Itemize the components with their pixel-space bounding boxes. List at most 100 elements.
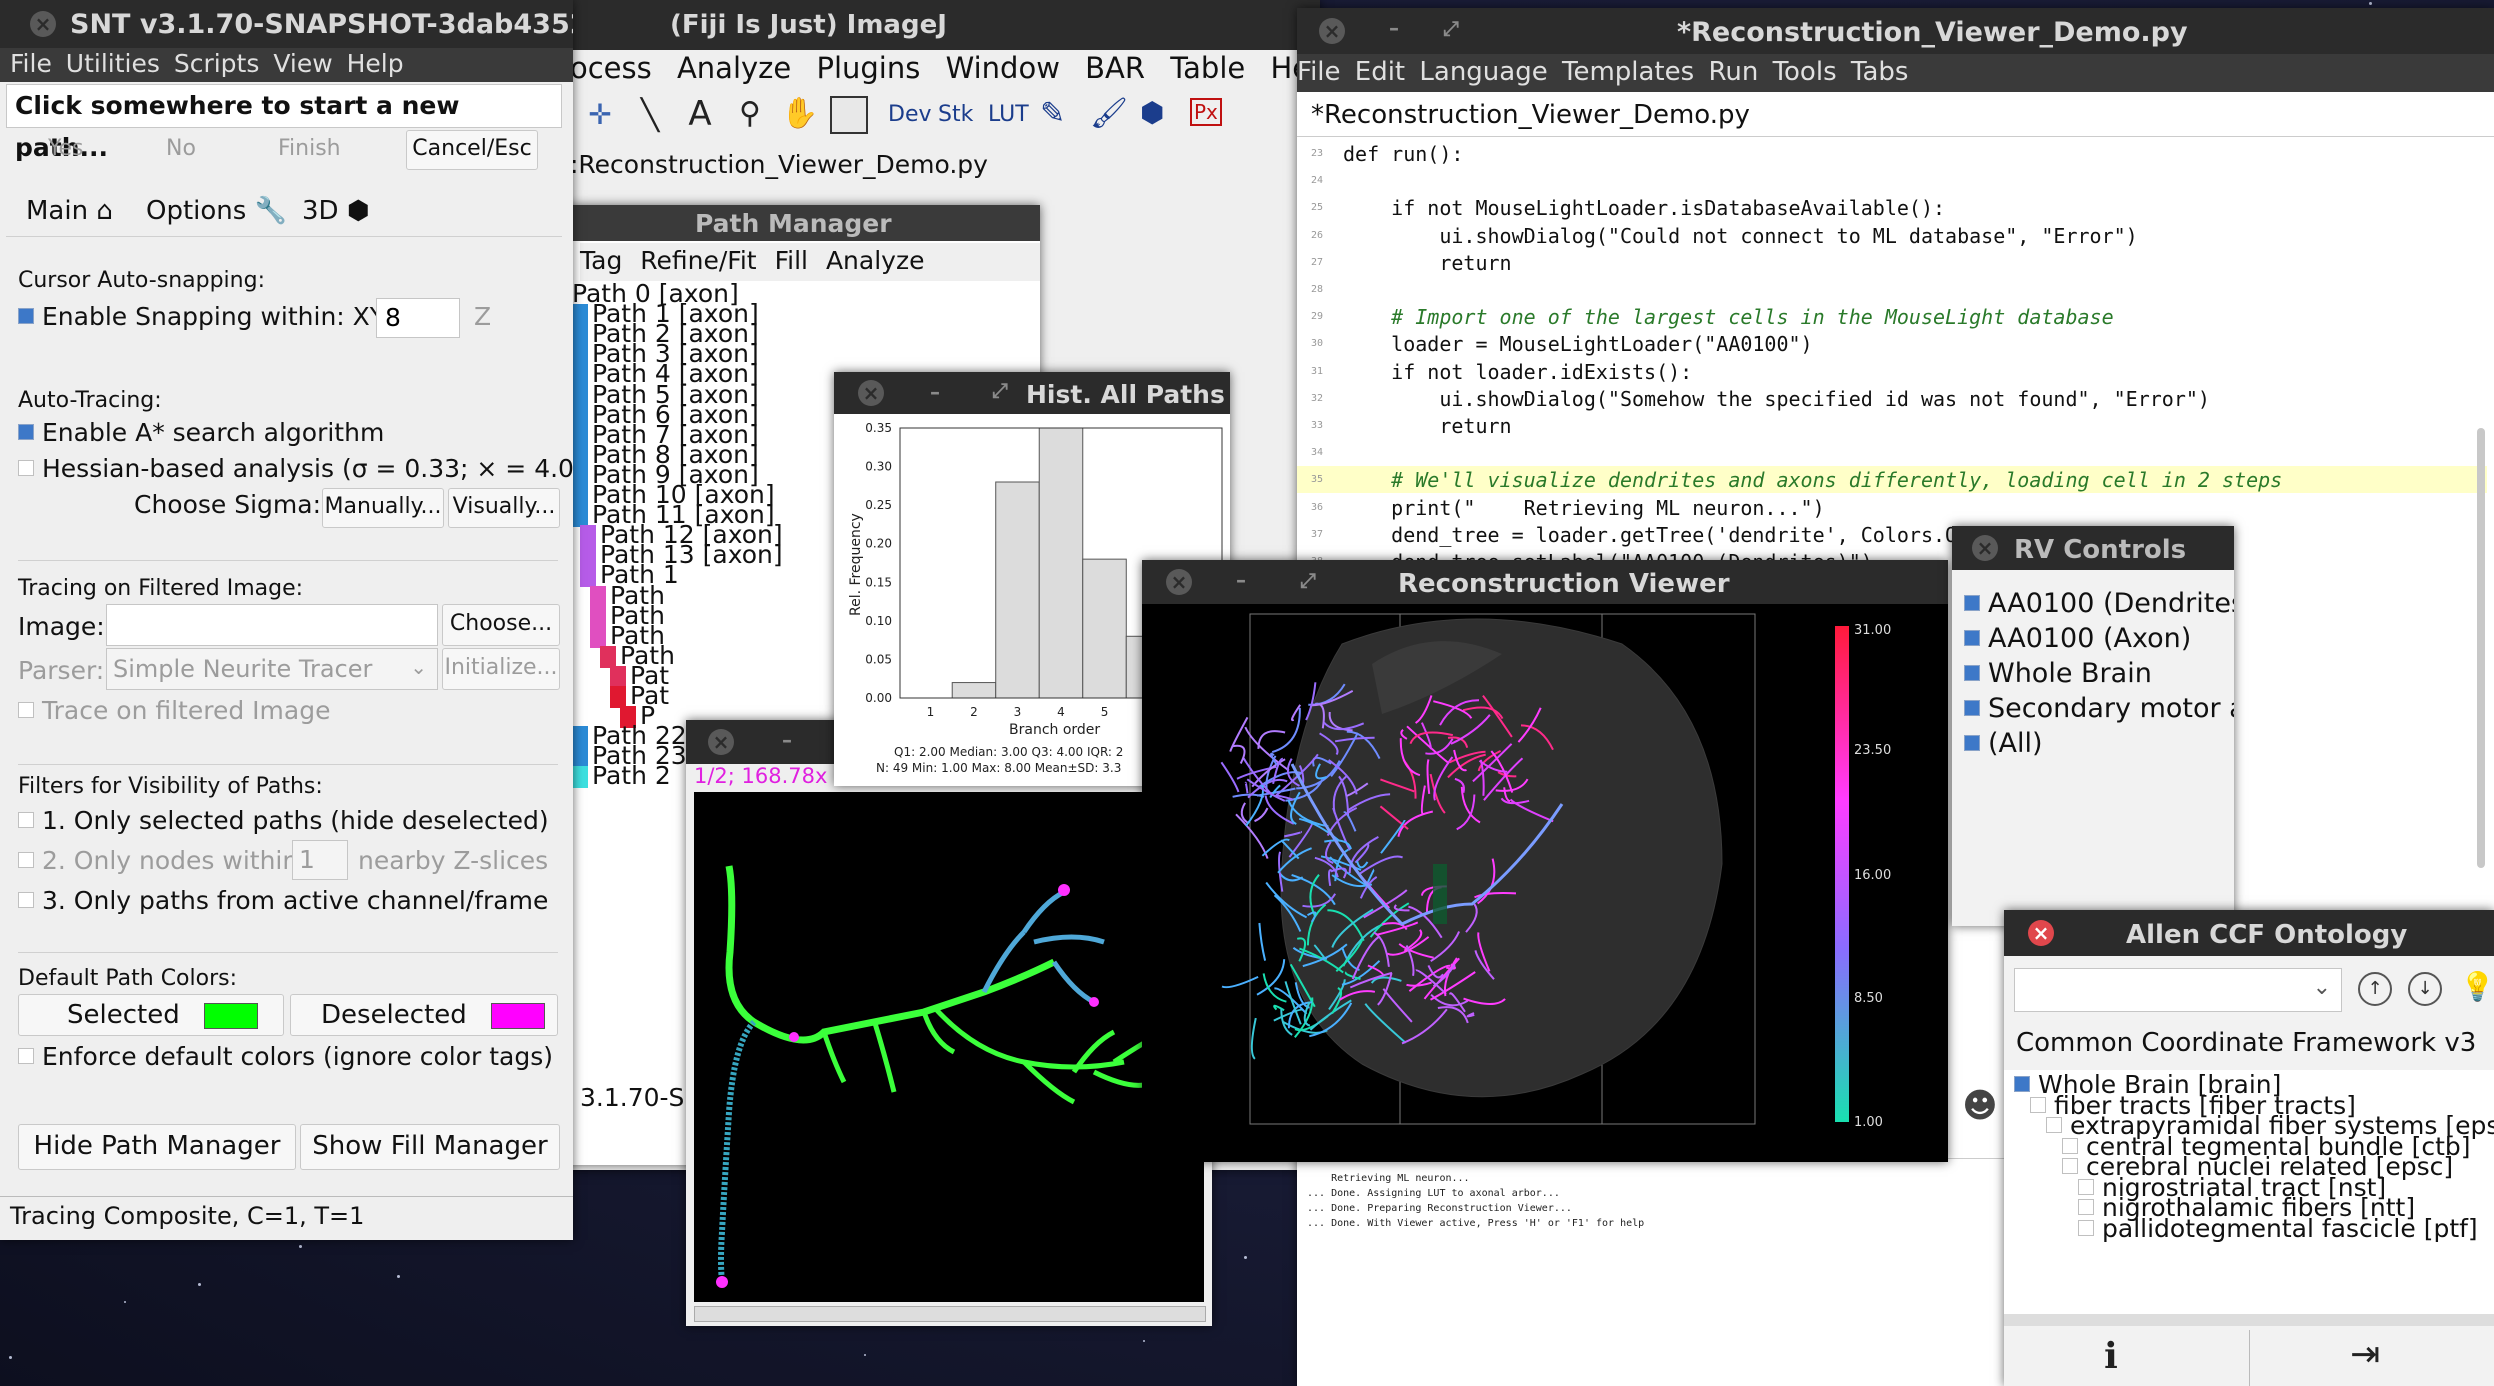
pixel-tool-icon[interactable]: Px [1190,98,1222,126]
path-tree-row[interactable]: Path 0 [axon] [572,279,739,308]
snt-menu-view[interactable]: View [273,49,333,78]
path-tree-row[interactable]: Path 9 [axon] [572,460,759,489]
fiji-menu-table[interactable]: Table [1170,51,1246,85]
visually-button[interactable]: Visually... [448,488,560,528]
tab-main[interactable]: Main ⌂ [26,196,113,226]
pm-menu-tag[interactable]: Tag [580,246,623,275]
fiji-menu-analyze[interactable]: Analyze [676,51,792,85]
path-tree-row[interactable]: Path 5 [axon] [572,380,759,409]
deselected-color-button[interactable]: Deselected [290,994,558,1036]
enforce-colors-checkbox[interactable]: Enforce default colors (ignore color tag… [18,1042,553,1071]
editor-menu-templates[interactable]: Templates [1561,57,1695,87]
image-close-icon[interactable]: × [708,729,734,755]
path-tree-row[interactable]: Path 22 [572,721,687,750]
initialize-button[interactable]: Initialize... [442,648,560,690]
zoom-tool-icon[interactable]: ⚲ [739,96,761,131]
path-tree-row[interactable]: Path 8 [axon] [572,440,759,469]
pm-menu-refine[interactable]: Refine/Fit [640,246,757,275]
show-fill-manager-button[interactable]: Show Fill Manager [300,1124,560,1170]
filter-channel-checkbox[interactable]: 3. Only paths from active channel/frame [18,886,548,915]
path-tree-row[interactable]: Path 4 [axon] [572,359,759,388]
cancel-esc-button[interactable]: Cancel/Esc [406,130,538,170]
snapping-checkbox[interactable]: Enable Snapping within: XY [18,302,385,331]
path-tree-row[interactable]: Pat [610,661,669,690]
dev-tool-button[interactable]: Dev [888,102,932,127]
yes-button[interactable]: Yes [48,136,84,161]
path-tree-row[interactable]: Path [590,581,665,610]
path-tree-row[interactable]: Path [590,621,665,650]
text-tool-icon[interactable]: A [688,94,712,134]
parser-dropdown[interactable]: Simple Neurite Tracer ⌄ [106,648,438,690]
lut-tool-button[interactable]: LUT [988,102,1029,127]
editor-menu-edit[interactable]: Edit [1354,57,1406,87]
brush-tool-icon[interactable]: 🖌 [1090,96,1129,131]
ontology-tree-row[interactable]: nigrothalamic fibers [ntt] [2078,1193,2415,1222]
editor-tab[interactable]: *Reconstruction_Viewer_Demo.py [1303,94,1758,138]
filter-nodes-checkbox[interactable]: 2. Only nodes within [18,846,298,875]
image-canvas[interactable] [694,792,1204,1302]
fiji-menu-process[interactable]: ocess [570,51,652,85]
editor-minimize-icon[interactable]: – [1389,16,1399,40]
allen-close-icon[interactable]: × [2028,920,2054,946]
arrow-up-icon[interactable]: ↑ [2358,972,2392,1006]
pencil-tool-icon[interactable]: ✎ [1040,96,1066,131]
fill-tool-icon[interactable]: ⬢ [1140,96,1165,129]
allen-search-combo[interactable]: ⌄ [2014,968,2342,1012]
path-tree-row[interactable]: Path 2 [axon] [572,319,759,348]
selected-color-button[interactable]: Selected [18,994,284,1036]
stk-tool-button[interactable]: Stk [938,102,974,127]
snt-menu-help[interactable]: Help [346,49,404,78]
path-tree-row[interactable]: Path [600,641,675,670]
editor-scrollbar[interactable] [2477,428,2485,868]
path-tree[interactable]: Path 0 [axon] Path 1 [axon] Path 2 [axon] P… [572,279,1022,1079]
hand-tool-icon[interactable]: ✋ [781,96,819,131]
rv-control-item[interactable]: Whole Brain [1964,658,2152,689]
rv-control-item[interactable]: AA0100 (Dendrites) [1964,588,2234,619]
multipoint-tool-icon[interactable]: ✛ [588,98,612,131]
allen-hscrollbar[interactable] [2004,1314,2494,1326]
fiji-menu-bar[interactable]: BAR [1085,51,1146,85]
editor-close-icon[interactable]: × [1319,18,1345,44]
filter-selected-checkbox[interactable]: 1. Only selected paths (hide deselected) [18,806,549,835]
snt-close-icon[interactable]: × [30,11,56,37]
code-area[interactable]: 23 def run(): 24 25 if not MouseLightLoader… [1297,140,2487,570]
rv-canvas[interactable]: 31.00 23.50 16.00 8.50 1.00 [1142,604,1948,1162]
lightbulb-icon[interactable]: 💡 [2460,970,2494,1003]
ontology-tree-row[interactable]: cerebral nuclei related [epsc] [2062,1152,2453,1181]
rv-controls-close-icon[interactable]: × [1972,535,1998,561]
manually-button[interactable]: Manually... [322,488,444,528]
info-icon[interactable]: ℹ [2104,1336,2118,1377]
tab-3d[interactable]: 3D ⬢ [302,196,370,226]
editor-menu-language[interactable]: Language [1419,57,1548,87]
choose-button[interactable]: Choose... [442,604,560,646]
rv-close-icon[interactable]: × [1166,569,1192,595]
line-tool-icon[interactable]: ╲ [640,98,660,133]
path-tree-row[interactable]: Path 11 [axon] [572,500,775,529]
rectangle-tool-icon[interactable] [830,96,868,134]
ontology-tree-row[interactable]: nigrostriatal tract [nst] [2078,1173,2386,1202]
rv-control-item[interactable]: AA0100 (Axon) [1964,623,2191,654]
tab-options[interactable]: Options 🔧 [146,196,287,226]
path-tree-row[interactable]: Path [590,601,665,630]
path-tree-row[interactable]: Path 6 [axon] [572,400,759,429]
pm-menu-analyze[interactable]: Analyze [825,246,925,275]
ontology-tree-row[interactable]: Whole Brain [brain] [2014,1070,2281,1099]
astar-checkbox[interactable]: Enable A* search algorithm [18,418,384,447]
path-tree-row[interactable]: Path 7 [axon] [572,420,759,449]
pm-menu-fill[interactable]: Fill [774,246,808,275]
path-tree-row[interactable]: Path 12 [axon] [580,520,783,549]
rv-minimize-icon[interactable]: – [1236,568,1246,592]
path-tree-row[interactable]: Path 1 [axon] [572,299,759,328]
arrow-down-icon[interactable]: ↓ [2408,972,2442,1006]
snt-menu-file[interactable]: File [10,49,52,78]
hist-minimize-icon[interactable]: – [930,380,940,404]
snt-menu-scripts[interactable]: Scripts [173,49,260,78]
editor-menu-tools[interactable]: Tools [1772,57,1837,87]
hide-path-manager-button[interactable]: Hide Path Manager [18,1124,296,1170]
hessian-checkbox[interactable]: Hessian-based analysis (σ = 0.33; × = 4.… [18,454,573,483]
path-tree-row[interactable]: Path 1 [580,560,679,589]
rv-maximize-icon[interactable]: ⤢ [1300,568,1316,592]
finish-button[interactable]: Finish [278,136,341,161]
path-tree-row[interactable]: Pat [610,681,669,710]
editor-menu-run[interactable]: Run [1708,57,1759,87]
